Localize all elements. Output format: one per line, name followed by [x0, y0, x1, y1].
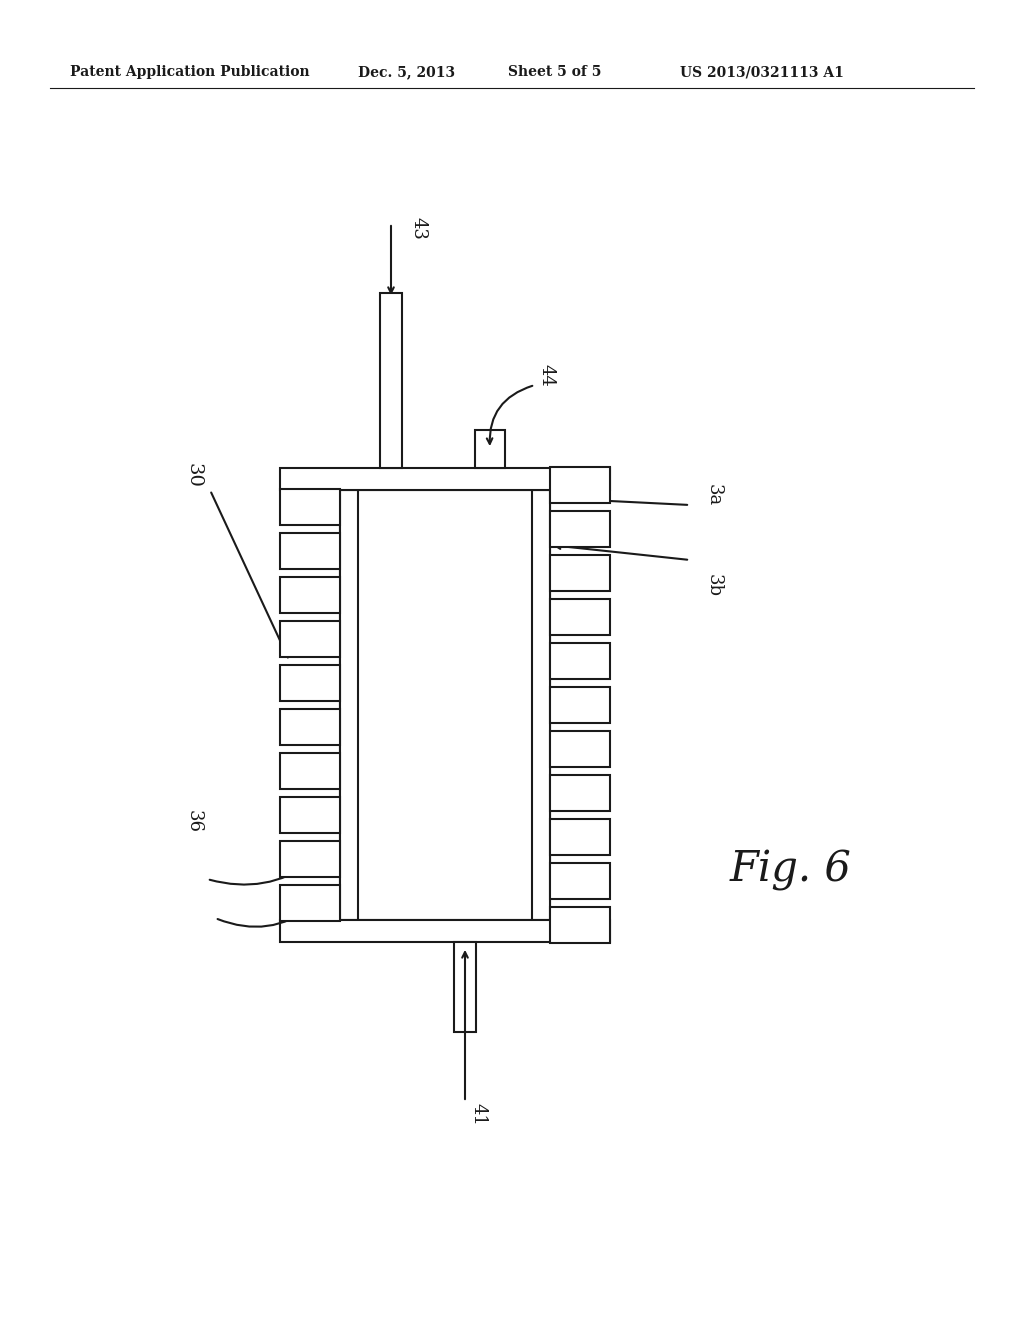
- Text: Dec. 5, 2013: Dec. 5, 2013: [358, 65, 455, 79]
- Bar: [280, 752, 340, 789]
- Bar: [550, 818, 610, 855]
- Text: 3a: 3a: [705, 484, 723, 506]
- Text: US 2013/0321113 A1: US 2013/0321113 A1: [680, 65, 844, 79]
- Bar: [550, 863, 610, 899]
- Text: 44: 44: [537, 363, 555, 387]
- Bar: [550, 686, 610, 723]
- Bar: [454, 942, 476, 1032]
- Bar: [280, 620, 340, 657]
- Bar: [550, 775, 610, 810]
- Bar: [280, 920, 610, 942]
- Bar: [550, 511, 610, 546]
- Bar: [280, 709, 340, 744]
- Text: 36: 36: [185, 809, 203, 833]
- Bar: [280, 884, 340, 921]
- Bar: [550, 467, 610, 503]
- Text: 43: 43: [409, 216, 427, 239]
- Bar: [550, 643, 610, 678]
- Text: 41: 41: [470, 1102, 488, 1126]
- Bar: [550, 731, 610, 767]
- Bar: [280, 577, 340, 612]
- Bar: [340, 490, 358, 920]
- Text: 3b: 3b: [705, 573, 723, 597]
- Text: Patent Application Publication: Patent Application Publication: [70, 65, 309, 79]
- Bar: [280, 469, 610, 490]
- Bar: [280, 488, 340, 525]
- Text: 30: 30: [185, 462, 203, 487]
- Bar: [550, 599, 610, 635]
- Text: Sheet 5 of 5: Sheet 5 of 5: [508, 65, 601, 79]
- Bar: [475, 430, 505, 469]
- Bar: [340, 490, 550, 920]
- Bar: [280, 797, 340, 833]
- Bar: [280, 665, 340, 701]
- Text: Fig. 6: Fig. 6: [730, 849, 852, 891]
- Bar: [380, 293, 402, 469]
- Bar: [550, 554, 610, 591]
- Bar: [532, 490, 550, 920]
- Bar: [280, 533, 340, 569]
- Bar: [280, 841, 340, 876]
- Bar: [550, 907, 610, 942]
